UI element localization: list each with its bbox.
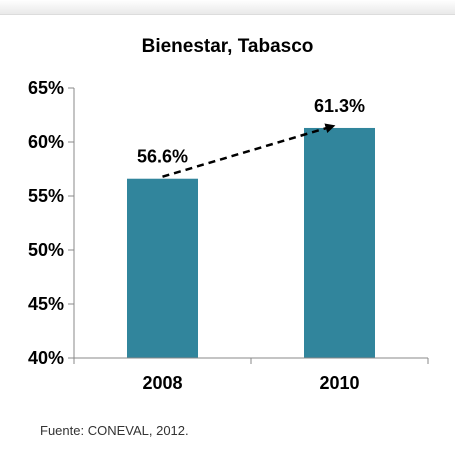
source-note: Fuente: CONEVAL, 2012.: [40, 423, 189, 438]
y-tick-label: 55%: [28, 186, 64, 206]
trend-arrow: [162, 123, 336, 178]
chart-title: Bienestar, Tabasco: [141, 36, 314, 57]
y-tick-label: 65%: [28, 78, 64, 98]
top-divider: [0, 0, 455, 15]
y-tick-label: 60%: [28, 132, 64, 152]
x-tick-label: 2008: [142, 373, 182, 393]
bar-2010: [304, 127, 375, 359]
bar-2008: [127, 178, 198, 358]
y-tick-label: 40%: [28, 348, 64, 368]
x-tick-label: 2010: [319, 373, 359, 393]
data-label-2010: 61.3%: [314, 96, 365, 116]
y-tick-label: 50%: [28, 240, 64, 260]
y-tick-label: 45%: [28, 294, 64, 314]
data-label-2008: 56.6%: [137, 147, 188, 167]
